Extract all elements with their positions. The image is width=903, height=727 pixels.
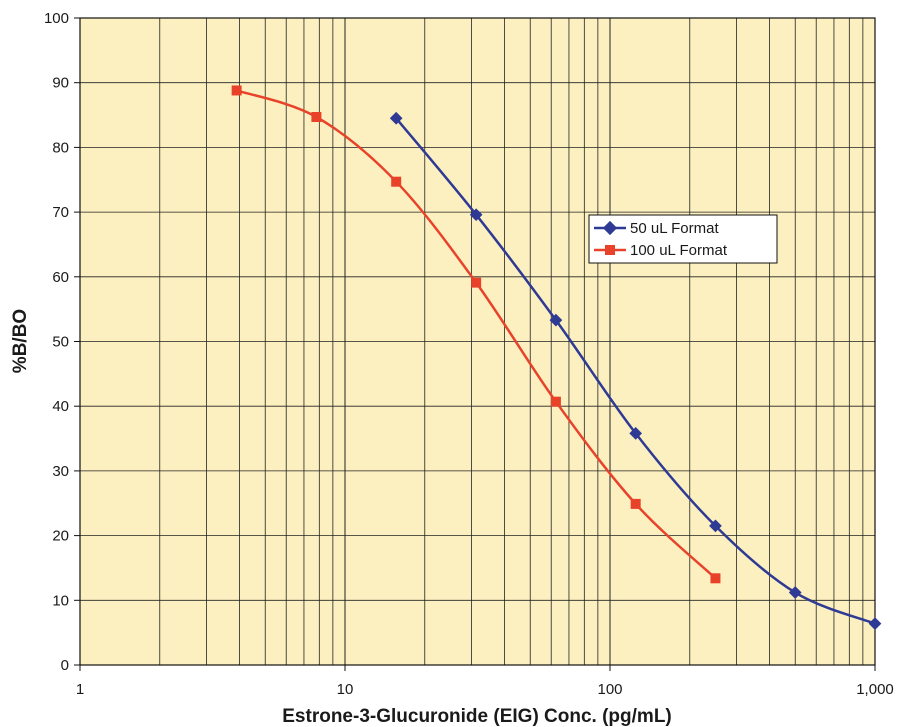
y-tick-label: 10 xyxy=(52,592,69,609)
legend-marker-100ul xyxy=(605,245,615,255)
data-point xyxy=(469,208,483,222)
data-point xyxy=(231,85,242,96)
y-tick-label: 100 xyxy=(44,10,69,27)
y-axis-title: %B/BO xyxy=(10,309,31,373)
y-tick-label: 70 xyxy=(52,204,69,221)
data-point xyxy=(710,573,721,584)
y-tick-label: 20 xyxy=(52,528,69,545)
legend-box xyxy=(588,214,778,264)
x-tick-label: 100 xyxy=(597,681,622,698)
series-1 xyxy=(231,85,721,584)
y-tick-label: 40 xyxy=(52,398,69,415)
y-tick-label: 0 xyxy=(61,657,69,674)
legend-label-100ul: 100 uL Format xyxy=(630,242,728,259)
series-layer xyxy=(231,85,882,630)
x-axis-title: Estrone-3-Glucuronide (EIG) Conc. (pg/mL… xyxy=(282,706,672,727)
y-axis: 0 10 20 30 40 50 60 70 80 90 100 xyxy=(44,10,80,674)
y-tick-label: 60 xyxy=(52,269,69,286)
data-point xyxy=(391,176,402,187)
legend: 50 uL Format 100 uL Format xyxy=(588,214,778,264)
data-point xyxy=(471,277,482,288)
x-tick-label: 10 xyxy=(337,681,354,698)
x-tick-label: 1 xyxy=(76,681,84,698)
y-tick-label: 30 xyxy=(52,463,69,480)
data-point xyxy=(630,498,641,509)
legend-marker-50ul xyxy=(602,220,618,236)
data-point xyxy=(389,111,403,125)
x-tick-label: 1,000 xyxy=(856,681,894,698)
y-tick-label: 90 xyxy=(52,75,69,92)
y-tick-label: 80 xyxy=(52,139,69,156)
y-tick-label: 50 xyxy=(52,334,69,351)
x-axis: 1 10 100 1,000 xyxy=(76,665,894,698)
grid xyxy=(80,18,875,665)
data-point xyxy=(311,111,322,122)
data-point xyxy=(550,396,561,407)
legend-label-50ul: 50 uL Format xyxy=(630,220,719,237)
